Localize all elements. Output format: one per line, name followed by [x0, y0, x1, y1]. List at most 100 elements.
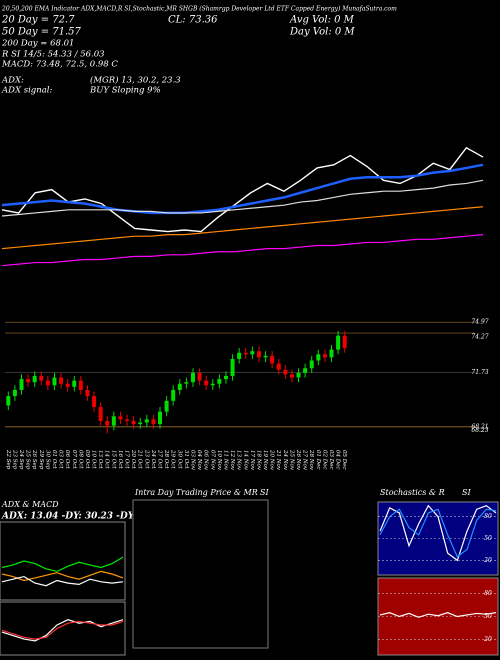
- x-tick-label: 12 Nov: [229, 450, 235, 471]
- candle-body: [210, 383, 215, 386]
- ema20: 20 Day = 72.7: [1, 15, 75, 26]
- x-tick-label: 18 Nov: [255, 450, 261, 471]
- candle-body: [263, 355, 268, 358]
- panel-subtitle: ADX: 13.04 -DY: 30.23 -DY: 23.26: [1, 512, 168, 522]
- candle-body: [125, 419, 130, 421]
- x-tick-label: 01 Oct: [51, 450, 57, 469]
- series-line: [1, 163, 484, 215]
- x-tick-label: 06 Nov: [203, 450, 209, 471]
- x-tick-label: 26 Nov: [295, 449, 301, 471]
- candle-body: [296, 372, 301, 378]
- x-tick-label: 25 Nov: [288, 449, 294, 471]
- series-line: [379, 612, 497, 618]
- y-tick-label: 74.97: [471, 319, 488, 326]
- x-tick-label: 24 Nov: [282, 449, 288, 471]
- header-title: 20,50,200 EMA Indicator ADX,MACD,R SI,St…: [1, 6, 397, 13]
- panel: [0, 601, 126, 656]
- y-tick-label: 50: [484, 613, 492, 620]
- panel-title: Stochastics & R: [380, 488, 445, 497]
- x-tick-label: 16 Oct: [117, 450, 123, 469]
- candle-body: [283, 369, 288, 375]
- x-tick-label: 23 Oct: [143, 449, 149, 469]
- candle-body: [342, 335, 347, 349]
- x-tick-label: 29 Oct: [170, 449, 176, 469]
- candle-body: [230, 358, 235, 376]
- candle-body: [276, 363, 281, 370]
- panel-subtitle: SI: [260, 488, 269, 497]
- adx-signal: ADX signal:: [1, 86, 52, 96]
- candle-body: [250, 351, 255, 355]
- x-tick-label: 17 Oct: [124, 450, 130, 469]
- candle-body: [65, 383, 70, 387]
- panel-title: Intra Day Trading Price & MR: [134, 488, 258, 497]
- series-line: [1, 234, 484, 267]
- candle-body: [72, 380, 77, 387]
- x-tick-label: 22 Sep: [5, 449, 11, 470]
- candle-body: [190, 372, 195, 383]
- x-tick-label: 24 Sep: [18, 449, 24, 470]
- candle-body: [158, 411, 163, 425]
- candle-body: [45, 380, 50, 386]
- candle-body: [303, 368, 308, 373]
- y-tick-label: 50: [484, 535, 492, 542]
- candle-body: [12, 389, 17, 397]
- candle-body: [6, 396, 11, 406]
- x-tick-label: 21 Nov: [275, 449, 281, 471]
- candle-body: [171, 389, 176, 401]
- candle-body: [204, 380, 209, 386]
- y-tick-label: 68.21: [471, 424, 488, 431]
- x-tick-label: 05 Dec: [341, 450, 347, 470]
- candle-body: [237, 352, 242, 359]
- x-tick-label: 28 Nov: [308, 449, 314, 471]
- x-tick-label: 03 Oct: [58, 450, 64, 469]
- candle-body: [289, 374, 294, 378]
- ema50: 50 Day = 71.57: [2, 27, 82, 38]
- x-tick-label: 07 Nov: [209, 450, 215, 471]
- panel: [132, 499, 269, 649]
- x-tick-label: 10 Oct: [91, 450, 97, 469]
- panel-subtitle: SI: [462, 488, 471, 497]
- candle-body: [256, 351, 261, 358]
- x-tick-label: 25 Sep: [25, 449, 31, 470]
- candle-body: [316, 354, 321, 361]
- candle-body: [131, 420, 136, 425]
- candle-body: [85, 389, 90, 397]
- candle-body: [59, 377, 64, 384]
- x-tick-label: 09 Oct: [84, 450, 90, 469]
- series-line: [1, 570, 124, 582]
- x-tick-label: 27 Oct: [157, 449, 163, 469]
- series-line: [379, 508, 497, 558]
- x-tick-label: 15 Oct: [110, 450, 116, 469]
- candle-body: [52, 377, 57, 386]
- candle-body: [32, 375, 37, 383]
- candle-body: [177, 383, 182, 390]
- x-tick-label: 29 Sep: [38, 449, 44, 470]
- candle-body: [92, 396, 97, 408]
- x-tick-label: 04 Dec: [335, 450, 341, 470]
- y-tick-label: 71.73: [471, 369, 488, 376]
- x-tick-label: 13 Oct: [97, 450, 103, 469]
- candle-body: [184, 382, 189, 384]
- y-tick-label: 80: [484, 513, 492, 520]
- candle-body: [118, 416, 123, 420]
- candle-body: [111, 416, 116, 426]
- x-tick-label: 03 Dec: [328, 450, 334, 470]
- candle-body: [151, 419, 156, 425]
- adx-mgr: (MGR) 13, 30.2, 23.3: [90, 75, 181, 86]
- candle-body: [197, 372, 202, 381]
- candle-body: [39, 375, 44, 381]
- x-tick-label: 23 Sep: [11, 449, 17, 470]
- x-tick-label: 01 Dec: [315, 450, 321, 470]
- x-tick-label: 10 Nov: [216, 450, 222, 471]
- adx: ADX:: [1, 76, 24, 86]
- candle-body: [336, 335, 341, 350]
- x-tick-label: 28 Oct: [163, 449, 169, 469]
- candle-body: [217, 379, 222, 384]
- series-line: [1, 556, 124, 573]
- x-tick-label: 07 Oct: [71, 450, 77, 469]
- ema200: 200 Day = 68.01: [1, 39, 74, 49]
- macd: MACD: 73.48, 72.5, 0.98 C: [1, 60, 118, 70]
- series-line: [1, 620, 124, 640]
- series-line: [1, 206, 484, 250]
